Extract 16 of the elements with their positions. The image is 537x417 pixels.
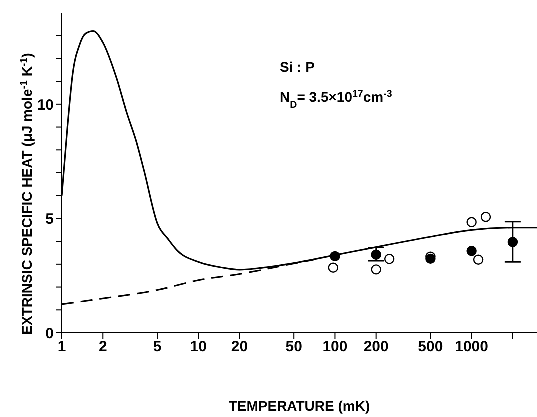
x-tick-label: 2 <box>98 338 108 356</box>
x-tick-label: 200 <box>364 338 389 356</box>
y-tick-label: 10 <box>37 96 54 114</box>
x-tick-label: 1000 <box>455 338 489 356</box>
x-tick-label: 50 <box>286 338 302 356</box>
x-axis-title: TEMPERATURE (mK) <box>228 398 370 414</box>
x-tick-label: 20 <box>231 338 248 356</box>
x-tick-label: 10 <box>190 338 207 356</box>
x-tick-label: 500 <box>418 338 444 356</box>
y-tick-label: 0 <box>46 325 54 342</box>
x-tick-label: 1 <box>58 338 66 356</box>
y-tick-label: 5 <box>46 211 54 228</box>
annotation: Si : P <box>280 59 316 75</box>
x-tick-label: 100 <box>322 338 348 356</box>
x-tick-label: 5 <box>153 338 162 356</box>
annotation: N$_{D}$= 3.5×10$^{17}$cm$^{-3}$ <box>280 88 393 110</box>
